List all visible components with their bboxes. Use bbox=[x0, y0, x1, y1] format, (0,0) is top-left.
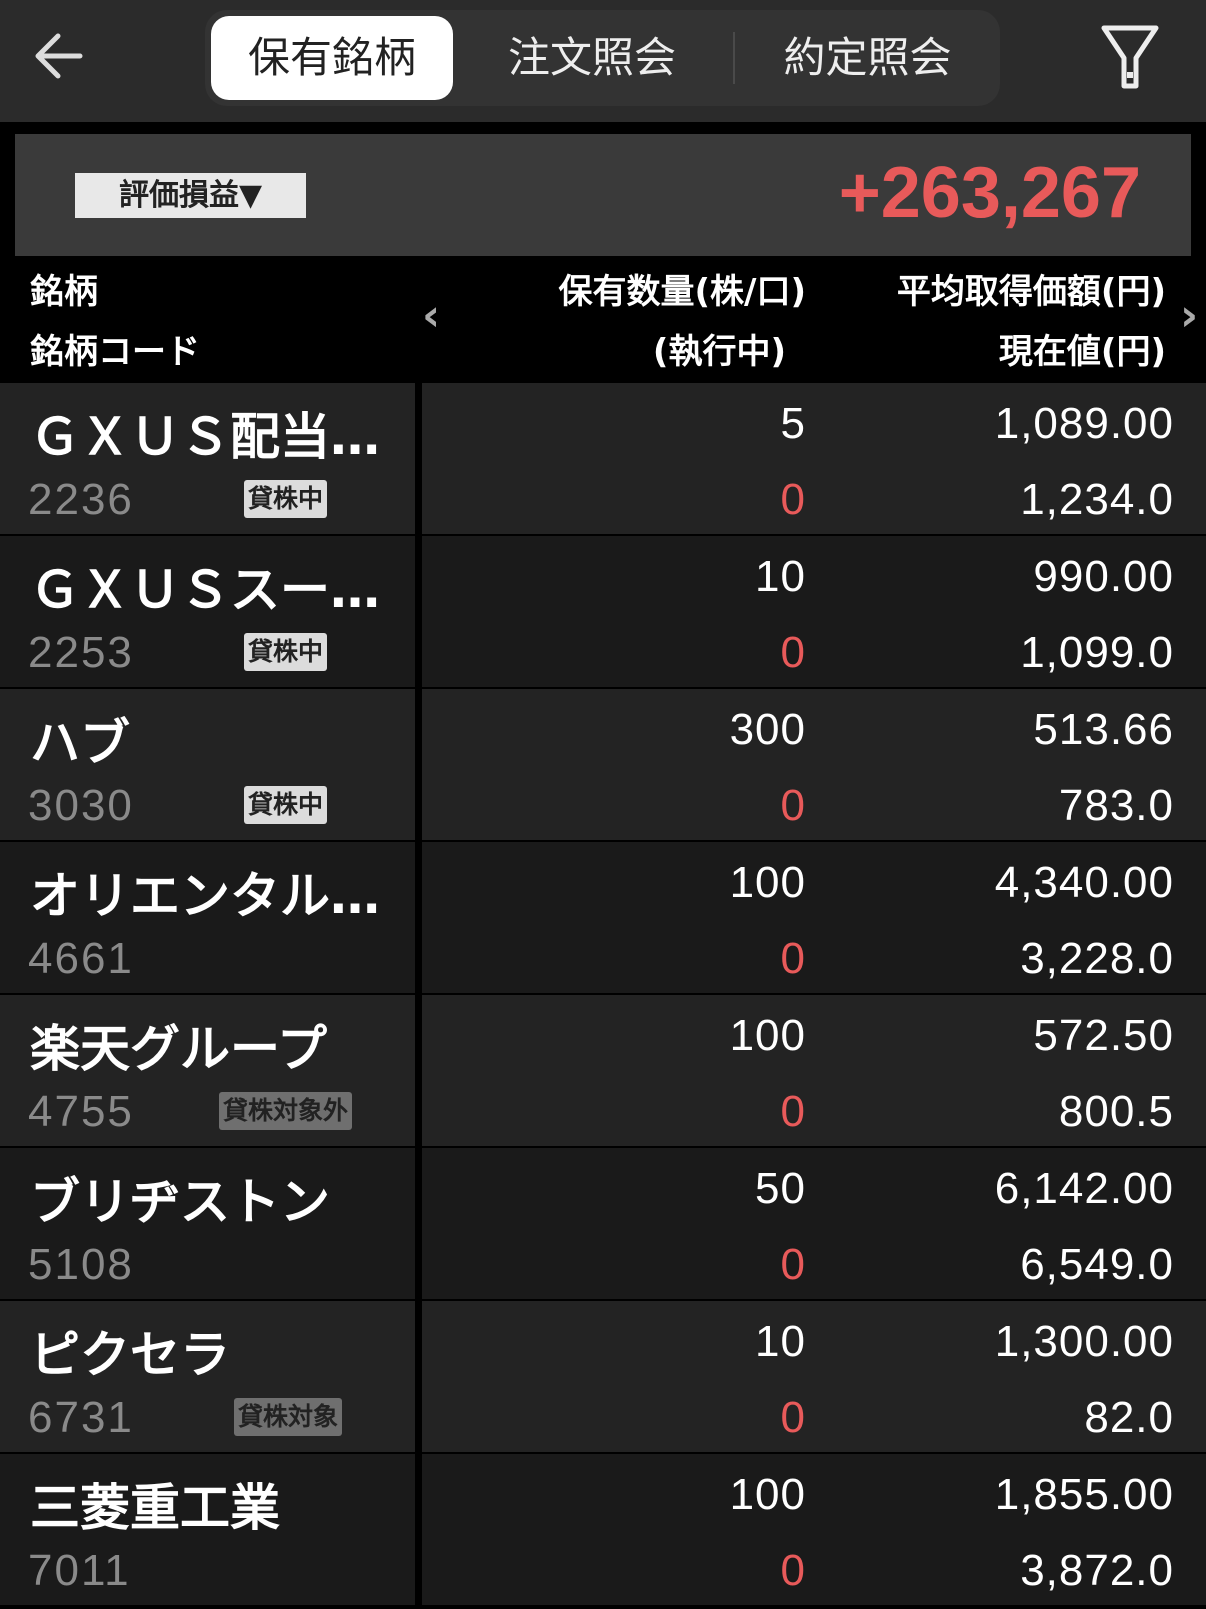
tab-orders[interactable]: 注文照会 bbox=[507, 33, 676, 82]
col-avg-price: 平均取得価額(円) bbox=[896, 272, 1166, 312]
column-divider bbox=[415, 1454, 422, 1607]
chevron-right-icon[interactable]: › bbox=[1180, 290, 1199, 341]
current-price: 1,099.0 bbox=[1020, 628, 1174, 677]
table-row[interactable]: ブリヂストン 5108 50 0 6,142.00 6,549.0 bbox=[0, 1148, 1206, 1301]
segmented-tabs: 保有銘柄 注文照会 約定照会 bbox=[205, 10, 1000, 106]
executing-quantity: 0 bbox=[780, 1087, 806, 1136]
current-price: 800.5 bbox=[1058, 1087, 1174, 1136]
average-price: 4,340.00 bbox=[994, 858, 1174, 907]
stock-code: 2236 bbox=[28, 475, 134, 524]
col-code: 銘柄コード bbox=[30, 332, 200, 372]
current-price: 783.0 bbox=[1058, 781, 1174, 830]
stock-code: 5108 bbox=[28, 1240, 134, 1289]
column-divider bbox=[415, 1301, 422, 1454]
current-price: 1,234.0 bbox=[1020, 475, 1174, 524]
filter-icon[interactable] bbox=[1100, 24, 1160, 90]
stock-name: ブリヂストン bbox=[30, 1173, 330, 1231]
column-divider bbox=[415, 842, 422, 995]
quantity: 100 bbox=[729, 858, 806, 907]
lending-badge: 貸株中 bbox=[244, 480, 328, 518]
column-divider bbox=[415, 383, 422, 536]
quantity: 10 bbox=[755, 1317, 806, 1366]
quantity: 50 bbox=[755, 1164, 806, 1213]
executing-quantity: 0 bbox=[780, 1240, 806, 1289]
executing-quantity: 0 bbox=[780, 475, 806, 524]
stock-code: 4755 bbox=[28, 1087, 134, 1136]
executing-quantity: 0 bbox=[780, 934, 806, 983]
average-price: 513.66 bbox=[1033, 705, 1174, 754]
chevron-left-icon[interactable]: ‹ bbox=[422, 290, 441, 341]
lending-badge: 貸株中 bbox=[244, 786, 328, 824]
column-divider bbox=[415, 536, 422, 689]
lending-badge: 貸株対象 bbox=[234, 1398, 343, 1436]
arrow-left-icon[interactable] bbox=[30, 28, 90, 84]
metric-selector[interactable]: 評価損益▼ bbox=[75, 173, 306, 218]
executing-quantity: 0 bbox=[780, 1546, 806, 1595]
stock-name: ピクセラ bbox=[30, 1326, 230, 1384]
table-row[interactable]: 三菱重工業 7011 100 0 1,855.00 3,872.0 bbox=[0, 1454, 1206, 1607]
table-row[interactable]: オリエンタル… 4661 100 0 4,340.00 3,228.0 bbox=[0, 842, 1206, 995]
col-exec: (執行中) bbox=[652, 332, 786, 372]
column-divider bbox=[415, 689, 422, 842]
quantity: 300 bbox=[729, 705, 806, 754]
executing-quantity: 0 bbox=[780, 628, 806, 677]
stock-name: ＧＸＵＳスー… bbox=[30, 561, 380, 619]
table-row[interactable]: ＧＸＵＳ配当… 2236 貸株中 5 0 1,089.00 1,234.0 bbox=[0, 383, 1206, 536]
executing-quantity: 0 bbox=[780, 1393, 806, 1442]
average-price: 990.00 bbox=[1033, 552, 1174, 601]
current-price: 3,228.0 bbox=[1020, 934, 1174, 983]
tab-holdings[interactable]: 保有銘柄 bbox=[211, 16, 453, 100]
stock-code: 7011 bbox=[28, 1546, 131, 1595]
col-current-price: 現在値(円) bbox=[998, 332, 1166, 372]
table-row[interactable]: 楽天グループ 4755 貸株対象外 100 0 572.50 800.5 bbox=[0, 995, 1206, 1148]
quantity: 10 bbox=[755, 552, 806, 601]
column-header: 銘柄 銘柄コード ‹ 保有数量(株/口) (執行中) 平均取得価額(円) 現在値… bbox=[0, 258, 1206, 383]
stock-code: 3030 bbox=[28, 781, 134, 830]
current-price: 3,872.0 bbox=[1020, 1546, 1174, 1595]
tab-divider bbox=[733, 32, 735, 84]
stock-code: 4661 bbox=[28, 934, 134, 983]
summary-panel: 評価損益▼ +263,267 bbox=[15, 134, 1191, 256]
stock-name: 三菱重工業 bbox=[30, 1479, 280, 1537]
quantity: 5 bbox=[780, 399, 806, 448]
average-price: 1,855.00 bbox=[994, 1470, 1174, 1519]
quantity: 100 bbox=[729, 1470, 806, 1519]
stock-name: ＧＸＵＳ配当… bbox=[30, 408, 380, 466]
column-divider bbox=[415, 995, 422, 1148]
total-profit-loss: +263,267 bbox=[838, 153, 1141, 233]
stock-name: オリエンタル… bbox=[30, 867, 380, 925]
table-row[interactable]: ＧＸＵＳスー… 2253 貸株中 10 0 990.00 1,099.0 bbox=[0, 536, 1206, 689]
table-row[interactable]: ピクセラ 6731 貸株対象 10 0 1,300.00 82.0 bbox=[0, 1301, 1206, 1454]
stock-code: 2253 bbox=[28, 628, 134, 677]
average-price: 1,300.00 bbox=[994, 1317, 1174, 1366]
lending-badge: 貸株対象外 bbox=[219, 1092, 353, 1130]
average-price: 572.50 bbox=[1033, 1011, 1174, 1060]
average-price: 1,089.00 bbox=[994, 399, 1174, 448]
column-divider bbox=[415, 1148, 422, 1301]
stock-name: ハブ bbox=[30, 714, 130, 772]
table-row[interactable]: ハブ 3030 貸株中 300 0 513.66 783.0 bbox=[0, 689, 1206, 842]
current-price: 6,549.0 bbox=[1020, 1240, 1174, 1289]
stock-code: 6731 bbox=[28, 1393, 134, 1442]
stock-name: 楽天グループ bbox=[30, 1020, 327, 1078]
tab-executions[interactable]: 約定照会 bbox=[783, 33, 952, 82]
executing-quantity: 0 bbox=[780, 781, 806, 830]
col-qty: 保有数量(株/口) bbox=[558, 272, 807, 312]
lending-badge: 貸株中 bbox=[244, 633, 328, 671]
col-name: 銘柄 bbox=[30, 272, 98, 312]
average-price: 6,142.00 bbox=[994, 1164, 1174, 1213]
quantity: 100 bbox=[729, 1011, 806, 1060]
top-bar: 保有銘柄 注文照会 約定照会 bbox=[0, 0, 1206, 122]
current-price: 82.0 bbox=[1084, 1393, 1174, 1442]
